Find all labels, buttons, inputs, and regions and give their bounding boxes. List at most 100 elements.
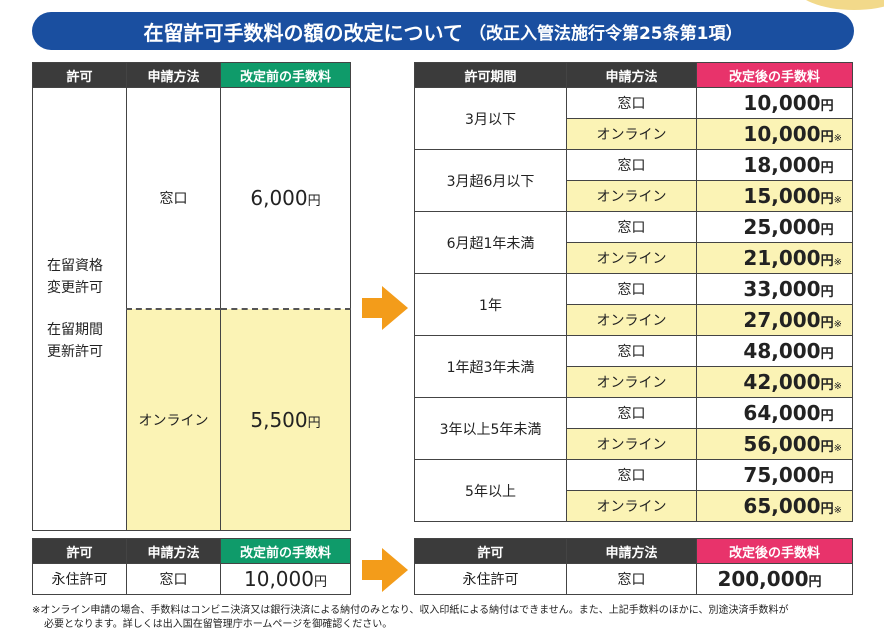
method-online: オンライン xyxy=(566,118,697,150)
method-counter: 窓口 xyxy=(566,397,697,429)
fee-before-table: 許可 申請方法 改定前の手数料 在留資格 変更許可 在留期間 更新許可 窓口 6… xyxy=(32,62,351,531)
fee-online: 65,000円※ xyxy=(696,490,853,522)
yen-unit: 円 xyxy=(808,575,822,590)
yen-unit: 円 xyxy=(820,223,834,238)
banner-subtitle: （改正入管法施行令第25条第1項） xyxy=(468,23,743,44)
fee-value: 33,000 xyxy=(743,277,821,301)
col-fee-after: 改定後の手数料 xyxy=(696,538,853,564)
fee-value: 200,000 xyxy=(717,567,809,591)
fee-value: 65,000 xyxy=(743,494,821,518)
yen-unit: 円 xyxy=(820,409,834,424)
fee-value: 42,000 xyxy=(743,370,821,394)
fee-value: 10,000 xyxy=(244,567,314,591)
method-counter: 窓口 xyxy=(566,459,697,491)
permit-line: 更新許可 xyxy=(47,344,103,360)
yen-unit: 円 xyxy=(307,416,321,431)
corner-decoration xyxy=(794,0,884,10)
fee-value: 21,000 xyxy=(743,246,821,270)
fee-counter: 64,000円※ xyxy=(696,397,853,429)
method-online: オンライン xyxy=(566,304,697,336)
fee-online: 10,000円※ xyxy=(696,118,853,150)
yen-unit: 円 xyxy=(820,502,834,517)
col-period: 許可期間 xyxy=(414,62,567,88)
footnote-line: ※オンライン申請の場合、手数料はコンビニ決済又は銀行決済による納付のみとなり、収… xyxy=(32,605,789,616)
col-method: 申請方法 xyxy=(566,62,697,88)
fee-value: 75,000 xyxy=(743,463,821,487)
arrow-right-icon xyxy=(362,548,408,592)
fee-value: 6,000 xyxy=(250,186,308,210)
yen-unit: 円 xyxy=(820,440,834,455)
fee-online: 56,000円※ xyxy=(696,428,853,460)
method-online: オンライン xyxy=(566,428,697,460)
fee-counter: 33,000円※ xyxy=(696,273,853,305)
yen-unit: 円 xyxy=(313,575,327,590)
yen-unit: 円 xyxy=(820,347,834,362)
yen-unit: 円 xyxy=(307,194,321,209)
method-online: オンライン xyxy=(566,242,697,274)
col-fee-before: 改定前の手数料 xyxy=(220,62,351,88)
asterisk-mark: ※ xyxy=(833,443,842,454)
col-method: 申請方法 xyxy=(566,538,697,564)
fee-counter: 25,000円※ xyxy=(696,211,853,243)
permanent-permit: 永住許可 xyxy=(32,563,127,595)
period-cell: 3月以下 xyxy=(414,87,567,150)
yen-unit: 円 xyxy=(820,99,834,114)
fee-online: 27,000円※ xyxy=(696,304,853,336)
asterisk-mark: ※ xyxy=(833,195,842,206)
asterisk-mark: ※ xyxy=(833,381,842,392)
period-cell: 3年以上5年未満 xyxy=(414,397,567,460)
asterisk-mark: ※ xyxy=(833,257,842,268)
fee-online: 15,000円※ xyxy=(696,180,853,212)
yen-unit: 円 xyxy=(820,161,834,176)
fee-value: 10,000 xyxy=(743,122,821,146)
yen-unit: 円 xyxy=(820,192,834,207)
fee-online: 5,500円 xyxy=(220,308,351,531)
fee-value: 64,000 xyxy=(743,401,821,425)
method-counter: 窓口 xyxy=(566,149,697,181)
yen-unit: 円 xyxy=(820,285,834,300)
permit-type-cell: 在留資格 変更許可 在留期間 更新許可 xyxy=(32,87,127,531)
permit-line: 変更許可 xyxy=(47,280,103,296)
permit-line: 在留資格 xyxy=(47,258,103,274)
fee-value: 18,000 xyxy=(743,153,821,177)
method-online: オンライン xyxy=(126,308,221,531)
method-counter: 窓口 xyxy=(566,335,697,367)
fee-value: 27,000 xyxy=(743,308,821,332)
method-counter: 窓口 xyxy=(126,87,221,310)
fee-online: 42,000円※ xyxy=(696,366,853,398)
asterisk-mark: ※ xyxy=(833,505,842,516)
yen-unit: 円 xyxy=(820,316,834,331)
arrow-right-icon xyxy=(362,286,408,330)
col-method: 申請方法 xyxy=(126,62,221,88)
yen-unit: 円 xyxy=(820,471,834,486)
fee-value: 10,000 xyxy=(743,91,821,115)
permit-line: 在留期間 xyxy=(47,322,103,338)
period-cell: 3月超6月以下 xyxy=(414,149,567,212)
fee-counter: 48,000円※ xyxy=(696,335,853,367)
permanent-method: 窓口 xyxy=(566,563,697,595)
fee-value: 48,000 xyxy=(743,339,821,363)
method-counter: 窓口 xyxy=(566,211,697,243)
permanent-after-table: 許可 申請方法 改定後の手数料 永住許可 窓口 200,000円 xyxy=(414,538,853,595)
period-cell: 5年以上 xyxy=(414,459,567,522)
fee-value: 5,500 xyxy=(250,408,308,432)
method-counter: 窓口 xyxy=(566,273,697,305)
method-online: オンライン xyxy=(566,180,697,212)
col-permit: 許可 xyxy=(32,538,127,564)
permanent-method: 窓口 xyxy=(126,563,221,595)
fee-counter: 6,000円 xyxy=(220,87,351,310)
col-fee-after: 改定後の手数料 xyxy=(696,62,853,88)
yen-unit: 円 xyxy=(820,378,834,393)
title-banner: 在留許可手数料の額の改定について （改正入管法施行令第25条第1項） xyxy=(32,12,854,50)
method-online: オンライン xyxy=(566,366,697,398)
banner-title: 在留許可手数料の額の改定について xyxy=(143,20,463,45)
fee-value: 56,000 xyxy=(743,432,821,456)
fee-after-table: 許可期間 申請方法 改定後の手数料 3月以下窓口10,000円※オンライン10,… xyxy=(414,62,853,522)
permanent-fee-after: 200,000円 xyxy=(696,563,853,595)
col-permit: 許可 xyxy=(414,538,567,564)
fee-counter: 10,000円※ xyxy=(696,87,853,119)
fee-value: 15,000 xyxy=(743,184,821,208)
yen-unit: 円 xyxy=(820,254,834,269)
fee-counter: 18,000円※ xyxy=(696,149,853,181)
period-cell: 6月超1年未満 xyxy=(414,211,567,274)
